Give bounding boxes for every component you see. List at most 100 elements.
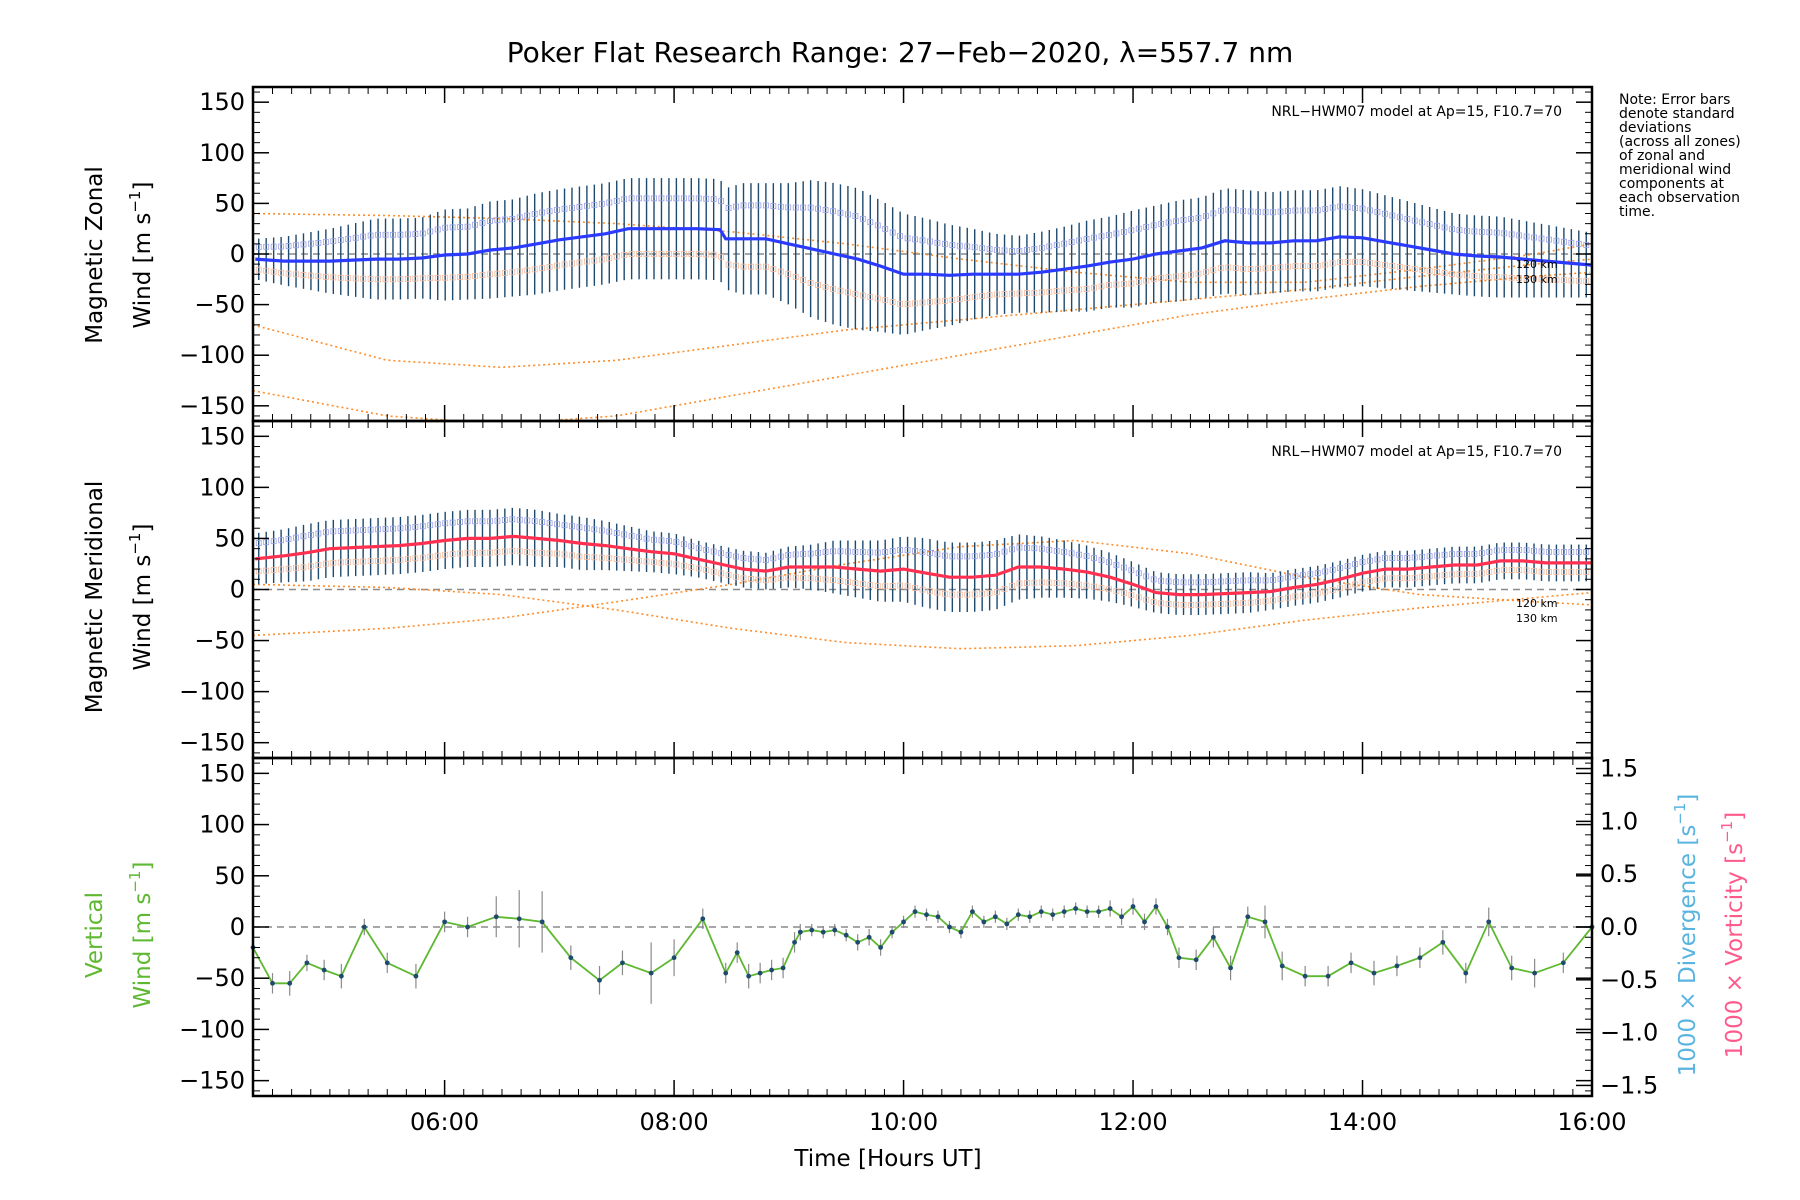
meridional-zone-marker bbox=[1165, 600, 1172, 607]
meridional-zone-marker bbox=[285, 536, 292, 542]
meridional-zone-marker bbox=[792, 574, 799, 581]
zonal-zone-marker bbox=[308, 240, 314, 247]
vertical-point bbox=[1096, 909, 1102, 915]
zonal-zone-marker bbox=[322, 239, 329, 245]
zonal-zone-marker bbox=[1508, 274, 1515, 281]
zonal-zone-marker bbox=[330, 238, 337, 245]
meridional-zone-marker bbox=[487, 518, 493, 525]
vertical-point bbox=[746, 973, 752, 979]
meridional-zone-marker bbox=[1441, 551, 1448, 558]
zonal-zone-marker bbox=[934, 298, 941, 305]
zonal-zone-marker bbox=[1083, 236, 1090, 242]
vertical-ylabel-line1: Vertical bbox=[82, 892, 108, 978]
vertical-wind-line bbox=[252, 904, 1593, 985]
meridional-zone-marker bbox=[308, 563, 314, 570]
meridional-zone-marker bbox=[464, 549, 471, 556]
zonal-zone-marker bbox=[1091, 284, 1097, 291]
meridional-zone-marker bbox=[882, 583, 889, 590]
zonal-zone-marker bbox=[390, 231, 396, 238]
zonal-zone-marker bbox=[1188, 216, 1194, 222]
meridional-zone-marker bbox=[695, 545, 702, 552]
meridional-zone-marker bbox=[807, 550, 814, 557]
vertical-ytick-label: 100 bbox=[199, 811, 245, 839]
vertical-point bbox=[1027, 914, 1033, 920]
meridional-zone-marker bbox=[859, 549, 866, 556]
right-ytick-label: −1.0 bbox=[1600, 1019, 1658, 1047]
meridional-zone-marker bbox=[1128, 567, 1135, 574]
meridional-zone-marker bbox=[1143, 573, 1150, 580]
vertical-point bbox=[855, 939, 861, 945]
meridional-zone-marker bbox=[397, 556, 404, 563]
zonal-zone-marker bbox=[315, 239, 322, 246]
zonal-zone-marker bbox=[628, 195, 635, 202]
zonal-zone-marker bbox=[598, 200, 605, 207]
right-ytick-label: −0.5 bbox=[1600, 966, 1658, 994]
zonal-zone-marker bbox=[1255, 208, 1262, 215]
zonal-zone-marker bbox=[703, 251, 710, 258]
zonal-zone-marker bbox=[1396, 264, 1403, 270]
vertical-point bbox=[1015, 912, 1021, 918]
meridional-zone-marker bbox=[1083, 582, 1090, 589]
zonal-zone-marker bbox=[1031, 245, 1038, 252]
zonal-zone-marker bbox=[1501, 274, 1508, 281]
meridional-zone-marker bbox=[1434, 572, 1441, 579]
meridional-zone-marker bbox=[434, 521, 441, 528]
meridional-zone-marker bbox=[1203, 579, 1209, 586]
zonal-zone-marker bbox=[1553, 276, 1560, 283]
zonal-zone-marker bbox=[1173, 273, 1179, 280]
vertical-point bbox=[1302, 973, 1308, 979]
meridional-zone-marker bbox=[1538, 548, 1545, 555]
meridional-zone-marker bbox=[1016, 544, 1023, 551]
meridional-zone-marker bbox=[1150, 599, 1157, 605]
meridional-zone-marker bbox=[1046, 546, 1053, 553]
vertical-point bbox=[866, 934, 872, 940]
meridional-zone-marker bbox=[1001, 548, 1008, 555]
meridional-zone-marker bbox=[1426, 573, 1433, 580]
meridional-ylabel-line2: Wind [m s−1] bbox=[126, 524, 156, 671]
meridional-zone-marker bbox=[673, 561, 680, 568]
meridional-zone-marker bbox=[927, 550, 933, 556]
zonal-zone-marker bbox=[397, 231, 404, 238]
meridional-zone-marker bbox=[1225, 578, 1232, 585]
meridional-zone-marker bbox=[874, 549, 881, 556]
meridional-zone-marker bbox=[703, 546, 710, 553]
zonal-zone-marker bbox=[300, 272, 307, 278]
zonal-zone-marker bbox=[1091, 234, 1097, 241]
meridional-zone-marker bbox=[539, 519, 546, 525]
meridional-zone-marker bbox=[986, 590, 993, 596]
zonal-zone-marker bbox=[569, 260, 575, 267]
zonal-zone-marker bbox=[1247, 208, 1254, 215]
zonal-zone-marker bbox=[1389, 212, 1396, 219]
zonal-zone-marker bbox=[1001, 291, 1008, 297]
zonal-zone-marker bbox=[1464, 227, 1470, 234]
meridional-zone-marker bbox=[1068, 550, 1075, 557]
zonal-zone-marker bbox=[434, 275, 441, 281]
zonal-zone-marker bbox=[718, 198, 725, 205]
meridional-ylabel-line1: Magnetic Meridional bbox=[82, 481, 108, 714]
vertical-point bbox=[1509, 965, 1515, 971]
meridional-zone-marker bbox=[1352, 561, 1358, 568]
vertical-point bbox=[992, 914, 998, 920]
right-ytick-label: −1.5 bbox=[1600, 1071, 1658, 1099]
meridional-zone-marker bbox=[434, 552, 441, 559]
meridional-zone-marker bbox=[1471, 551, 1478, 557]
zonal-zone-marker bbox=[367, 232, 374, 239]
zonal-zone-marker bbox=[770, 266, 777, 273]
zonal-zone-marker bbox=[1038, 289, 1045, 296]
zonal-zone-marker bbox=[561, 261, 568, 268]
zonal-zone-marker bbox=[1374, 261, 1381, 267]
meridional-zone-marker bbox=[330, 528, 337, 535]
meridional-zone-marker bbox=[531, 518, 538, 525]
zonal-zone-marker bbox=[1024, 247, 1030, 253]
meridional-zone-marker bbox=[1061, 549, 1068, 555]
zonal-zone-marker bbox=[1344, 204, 1351, 211]
zonal-zone-marker bbox=[1314, 263, 1321, 269]
zonal-zone-marker bbox=[1493, 229, 1500, 236]
zonal-zone-marker bbox=[867, 219, 874, 226]
meridional-zone-marker bbox=[919, 548, 926, 555]
zonal-zone-marker bbox=[360, 233, 367, 240]
zonal-zone-marker bbox=[666, 251, 672, 257]
vertical-point bbox=[597, 977, 602, 983]
meridional-zone-marker bbox=[1546, 569, 1552, 576]
meridional-zone-marker bbox=[1135, 594, 1142, 601]
